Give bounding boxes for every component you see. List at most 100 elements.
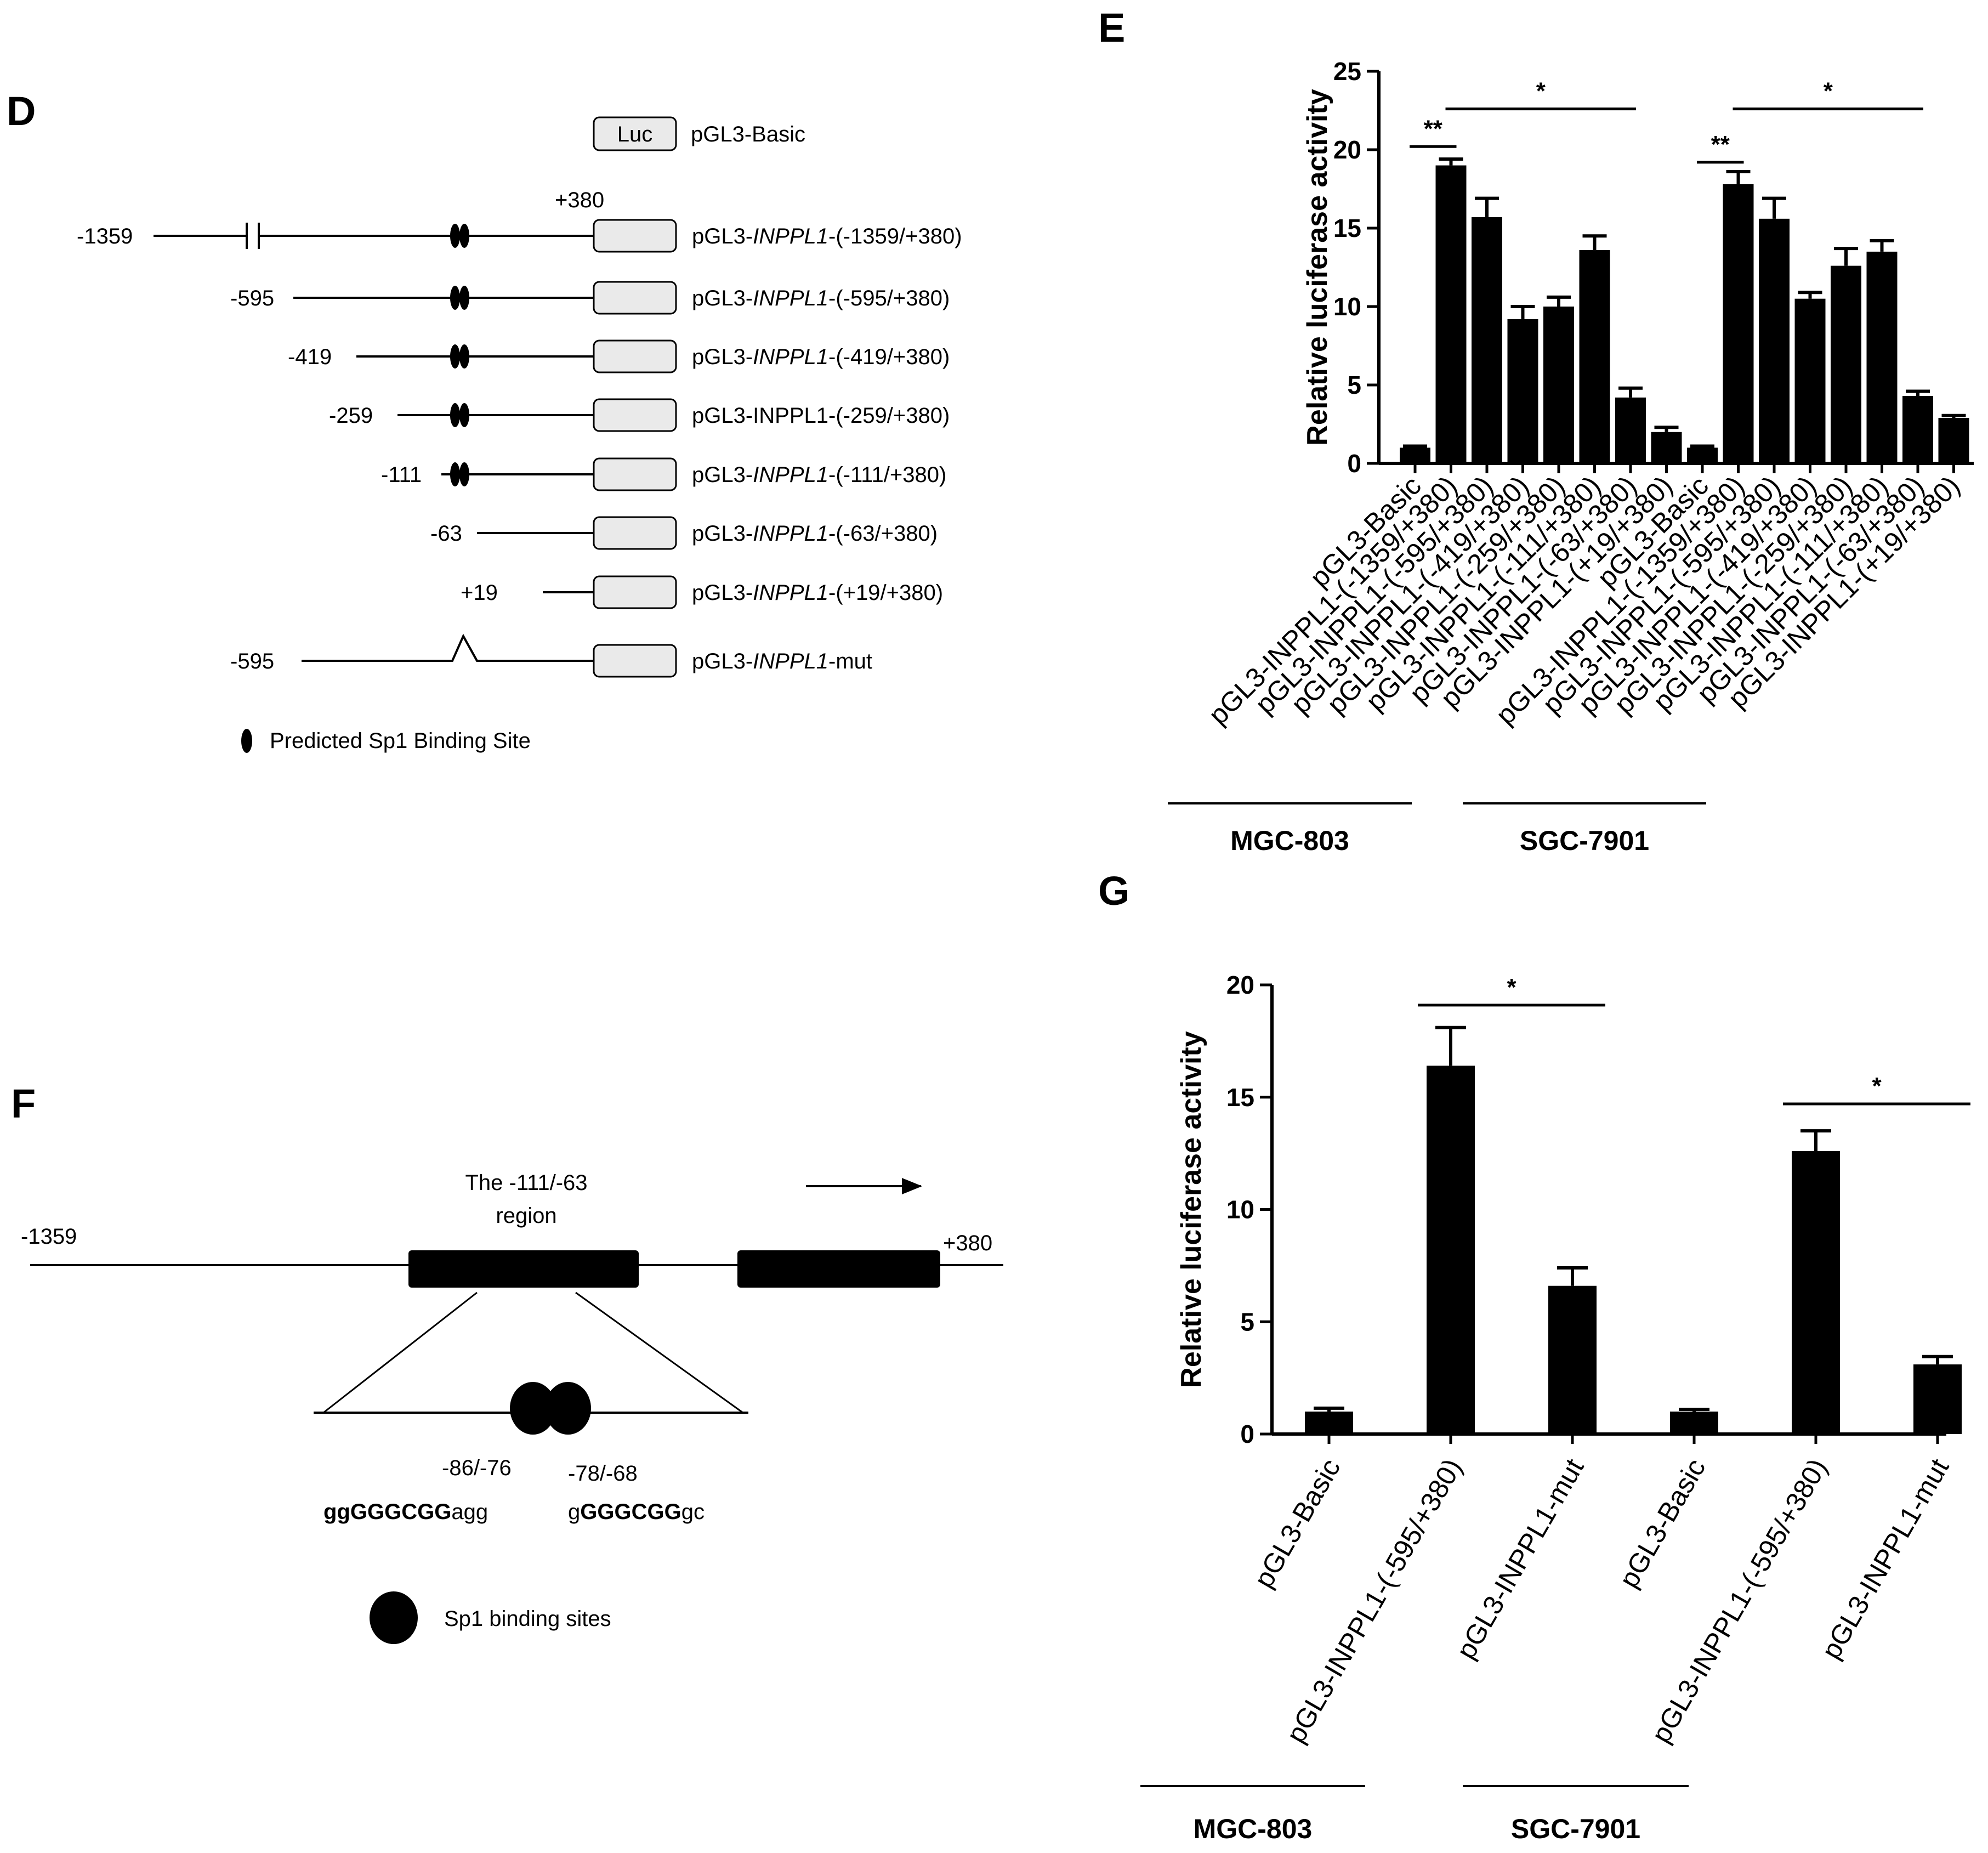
bar xyxy=(1670,1412,1718,1434)
y-tick-label: 25 xyxy=(1333,57,1361,86)
construct-name-gene: INPPL1 xyxy=(753,581,828,605)
construct-name: pGL3-INPPL1-(-595/+380) xyxy=(692,286,950,310)
construct-name: pGL3-INPPL1-(-111/+380) xyxy=(692,463,946,487)
construct-position-label: -1359 xyxy=(77,224,133,248)
luc-reporter-box xyxy=(593,219,677,253)
luc-reporter-box xyxy=(593,281,677,315)
cell-line-label: SGC-7901 xyxy=(1511,1814,1640,1844)
construct-name: pGL3-INPPL1-(+19/+380) xyxy=(692,581,943,605)
significance-marker: ** xyxy=(1711,131,1730,158)
bar xyxy=(1866,251,1898,463)
sp1-legend-circle xyxy=(370,1591,418,1644)
cell-line-label: SGC-7901 xyxy=(1520,825,1649,856)
construct-name-gene: INPPL1 xyxy=(753,649,828,673)
x-category-label: pGL3-Basic xyxy=(1613,1454,1711,1593)
construct-name-suffix: -(-63/+380) xyxy=(828,522,938,546)
luc-label: Luc xyxy=(617,122,653,146)
transcription-arrow-head xyxy=(902,1178,922,1194)
construct-name-suffix: -(-595/+380) xyxy=(828,286,950,310)
construct-name-prefix: pGL3- xyxy=(692,649,753,673)
plus380-label: +380 xyxy=(555,188,604,212)
panel-f-region: The -111/-63 region -1359 +380 -86/-76 -… xyxy=(21,1171,1003,1644)
bar xyxy=(1831,265,1861,463)
y-axis-title: Relative luciferase activity xyxy=(1302,89,1333,445)
construct-line-mutated xyxy=(302,633,594,662)
construct-position-label: +19 xyxy=(461,581,498,605)
x-category-label: pGL3-INPPL1-mut xyxy=(1815,1453,1955,1664)
site1-seq-rest: agg xyxy=(451,1500,488,1524)
construct-name-suffix: -(+19/+380) xyxy=(828,581,943,605)
site2-position-label: -78/-68 xyxy=(568,1461,638,1486)
y-tick-label: 5 xyxy=(1240,1307,1254,1336)
significance-marker: * xyxy=(1507,974,1516,1001)
significance-marker: * xyxy=(1872,1073,1882,1100)
zoom-line-left xyxy=(323,1291,478,1414)
construct-name-gene: INPPL1 xyxy=(753,286,828,310)
panel-label-g: G xyxy=(1098,868,1130,914)
construct-name: pGL3-INPPL1-(-259/+380) xyxy=(692,404,950,428)
sp1-site-icon xyxy=(450,224,460,248)
zoom-line-right xyxy=(575,1291,743,1414)
bar xyxy=(1938,418,1969,463)
construct-name-prefix: pGL3- xyxy=(692,522,753,546)
y-tick-label: 10 xyxy=(1333,292,1361,321)
construct-position-label: -63 xyxy=(430,522,462,546)
significance-marker: ** xyxy=(1424,115,1443,142)
bar xyxy=(1507,319,1538,463)
construct-name: pGL3-INPPL1-(-419/+380) xyxy=(692,345,950,369)
construct-name-prefix: pGL3- xyxy=(692,404,753,428)
cell-line-label: MGC-803 xyxy=(1194,1814,1313,1844)
y-tick-label: 20 xyxy=(1226,971,1254,999)
pgl3-basic-label: pGL3-Basic xyxy=(691,122,805,146)
construct-name: pGL3-INPPL1-(-1359/+380) xyxy=(692,224,962,248)
bar xyxy=(1472,217,1502,463)
bar xyxy=(1759,218,1790,463)
y-tick-label: 0 xyxy=(1240,1420,1254,1448)
left-position-label: -1359 xyxy=(21,1225,77,1249)
bar xyxy=(1543,307,1574,463)
panel-label-f: F xyxy=(11,1081,36,1126)
sp1-site-icon xyxy=(450,344,460,369)
construct-name: pGL3-INPPL1-(-63/+380) xyxy=(692,522,938,546)
construct-position-label: -595 xyxy=(230,286,274,310)
region-block-downstream xyxy=(737,1250,940,1288)
luc-reporter-box xyxy=(593,457,677,491)
construct-name-prefix: pGL3- xyxy=(692,224,753,248)
bar xyxy=(1902,396,1933,463)
site1-seq-bold: ggGGGCGG xyxy=(323,1500,451,1524)
construct-name-gene: INPPL1 xyxy=(753,345,828,369)
region-label-line2: region xyxy=(496,1204,556,1228)
construct-name-gene: INPPL1 xyxy=(753,463,828,487)
y-tick-label: 20 xyxy=(1333,135,1361,164)
sp1-legend-icon xyxy=(241,729,252,753)
right-position-label: +380 xyxy=(943,1231,992,1255)
bar xyxy=(1305,1412,1353,1434)
bar xyxy=(1794,298,1826,463)
construct-name-suffix: -(-111/+380) xyxy=(828,463,946,487)
construct-name-prefix: pGL3- xyxy=(692,463,753,487)
y-tick-label: 5 xyxy=(1347,371,1361,399)
bar xyxy=(1723,184,1754,463)
region-label-line1: The -111/-63 xyxy=(465,1171,587,1195)
luc-reporter-box xyxy=(593,339,677,373)
construct-name-gene: INPPL1 xyxy=(753,224,828,248)
site1-sequence: ggGGGCGGagg xyxy=(323,1500,488,1524)
bar xyxy=(1687,447,1718,463)
site2-sequence: gGGGCGGgc xyxy=(568,1500,705,1524)
construct-name-suffix: -mut xyxy=(828,649,872,673)
panel-label-e: E xyxy=(1098,5,1125,50)
y-axis-title: Relative luciferase activity xyxy=(1175,1031,1207,1387)
sp1-site-icon xyxy=(450,286,460,310)
site2-seq-rest: gc xyxy=(681,1500,705,1524)
y-tick-label: 0 xyxy=(1347,449,1361,478)
construct-name-prefix: pGL3- xyxy=(692,581,753,605)
panel-d-constructs: Luc pGL3-Basic +380 -1359 pGL3-INPPL1-(-1… xyxy=(77,116,962,753)
construct-name-prefix: pGL3- xyxy=(692,345,753,369)
construct-position-label: -419 xyxy=(288,345,332,369)
x-category-label: pGL3-INPPL1-mut xyxy=(1450,1453,1589,1664)
sp1-site-icon xyxy=(459,224,469,248)
bar xyxy=(1548,1285,1597,1434)
significance-marker: * xyxy=(1824,78,1833,105)
